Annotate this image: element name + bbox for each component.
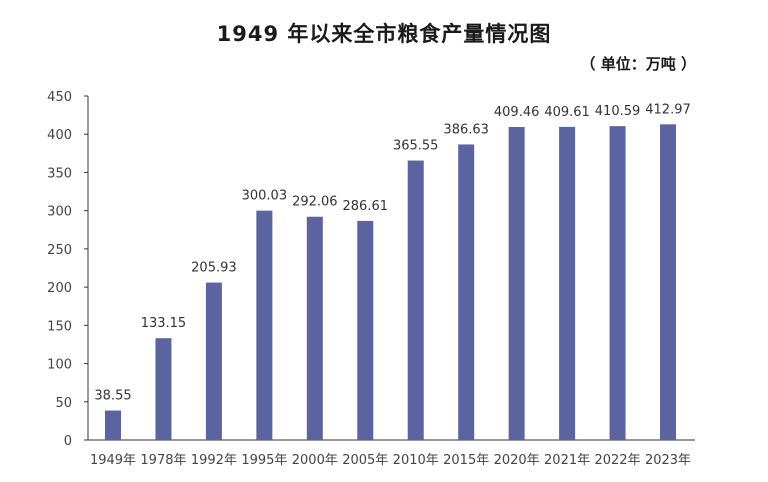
y-tick-label: 450: [47, 90, 72, 105]
x-tick-label: 2020年: [494, 453, 540, 468]
x-tick-label: 2023年: [645, 453, 691, 468]
chart-unit-label: （ 单位：万吨 ）: [580, 55, 696, 73]
bar: [256, 210, 273, 440]
data-label: 292.06: [292, 195, 338, 210]
data-label: 409.61: [544, 105, 590, 120]
chart-title: 1949 年以来全市粮食产量情况图: [216, 22, 552, 46]
y-tick-label: 350: [47, 166, 72, 181]
x-tick-label: 2021年: [544, 453, 590, 468]
data-label: 412.97: [645, 102, 691, 117]
bar: [205, 282, 222, 440]
bar: [508, 126, 525, 441]
data-label: 409.46: [494, 105, 540, 120]
x-tick-label: 1978年: [140, 453, 186, 468]
y-tick-label: 0: [64, 434, 72, 449]
data-label: 205.93: [191, 261, 237, 276]
y-tick-label: 100: [47, 358, 72, 373]
bar: [458, 144, 475, 440]
x-tick-label: 2010年: [393, 453, 439, 468]
bar: [609, 126, 626, 440]
y-tick-label: 150: [47, 319, 72, 334]
data-label: 386.63: [443, 122, 489, 137]
bar: [105, 410, 121, 440]
y-tick-label: 250: [47, 243, 72, 258]
data-label: 365.55: [393, 139, 439, 154]
bar: [559, 126, 576, 440]
bar: [407, 160, 424, 441]
y-tick-label: 300: [47, 205, 72, 220]
x-tick-label: 2015年: [443, 453, 489, 468]
x-tick-label: 1949年: [90, 453, 136, 468]
data-label: 286.61: [343, 199, 389, 214]
x-tick-label: 2005年: [342, 453, 388, 468]
data-label: 410.59: [595, 104, 641, 119]
data-label: 300.03: [242, 189, 288, 204]
y-tick-label: 50: [55, 396, 72, 411]
x-tick-label: 1995年: [241, 453, 287, 468]
data-label: 38.55: [94, 389, 131, 404]
y-tick-label: 200: [47, 281, 72, 296]
x-tick-label: 2022年: [594, 453, 640, 468]
x-tick-label: 2000年: [292, 453, 338, 468]
bar: [306, 216, 323, 440]
y-tick-label: 400: [47, 128, 72, 143]
bar: [357, 220, 374, 440]
x-tick-label: 1992年: [191, 453, 237, 468]
bar: [660, 124, 676, 441]
bar: [155, 338, 172, 440]
data-label: 133.15: [141, 316, 187, 331]
